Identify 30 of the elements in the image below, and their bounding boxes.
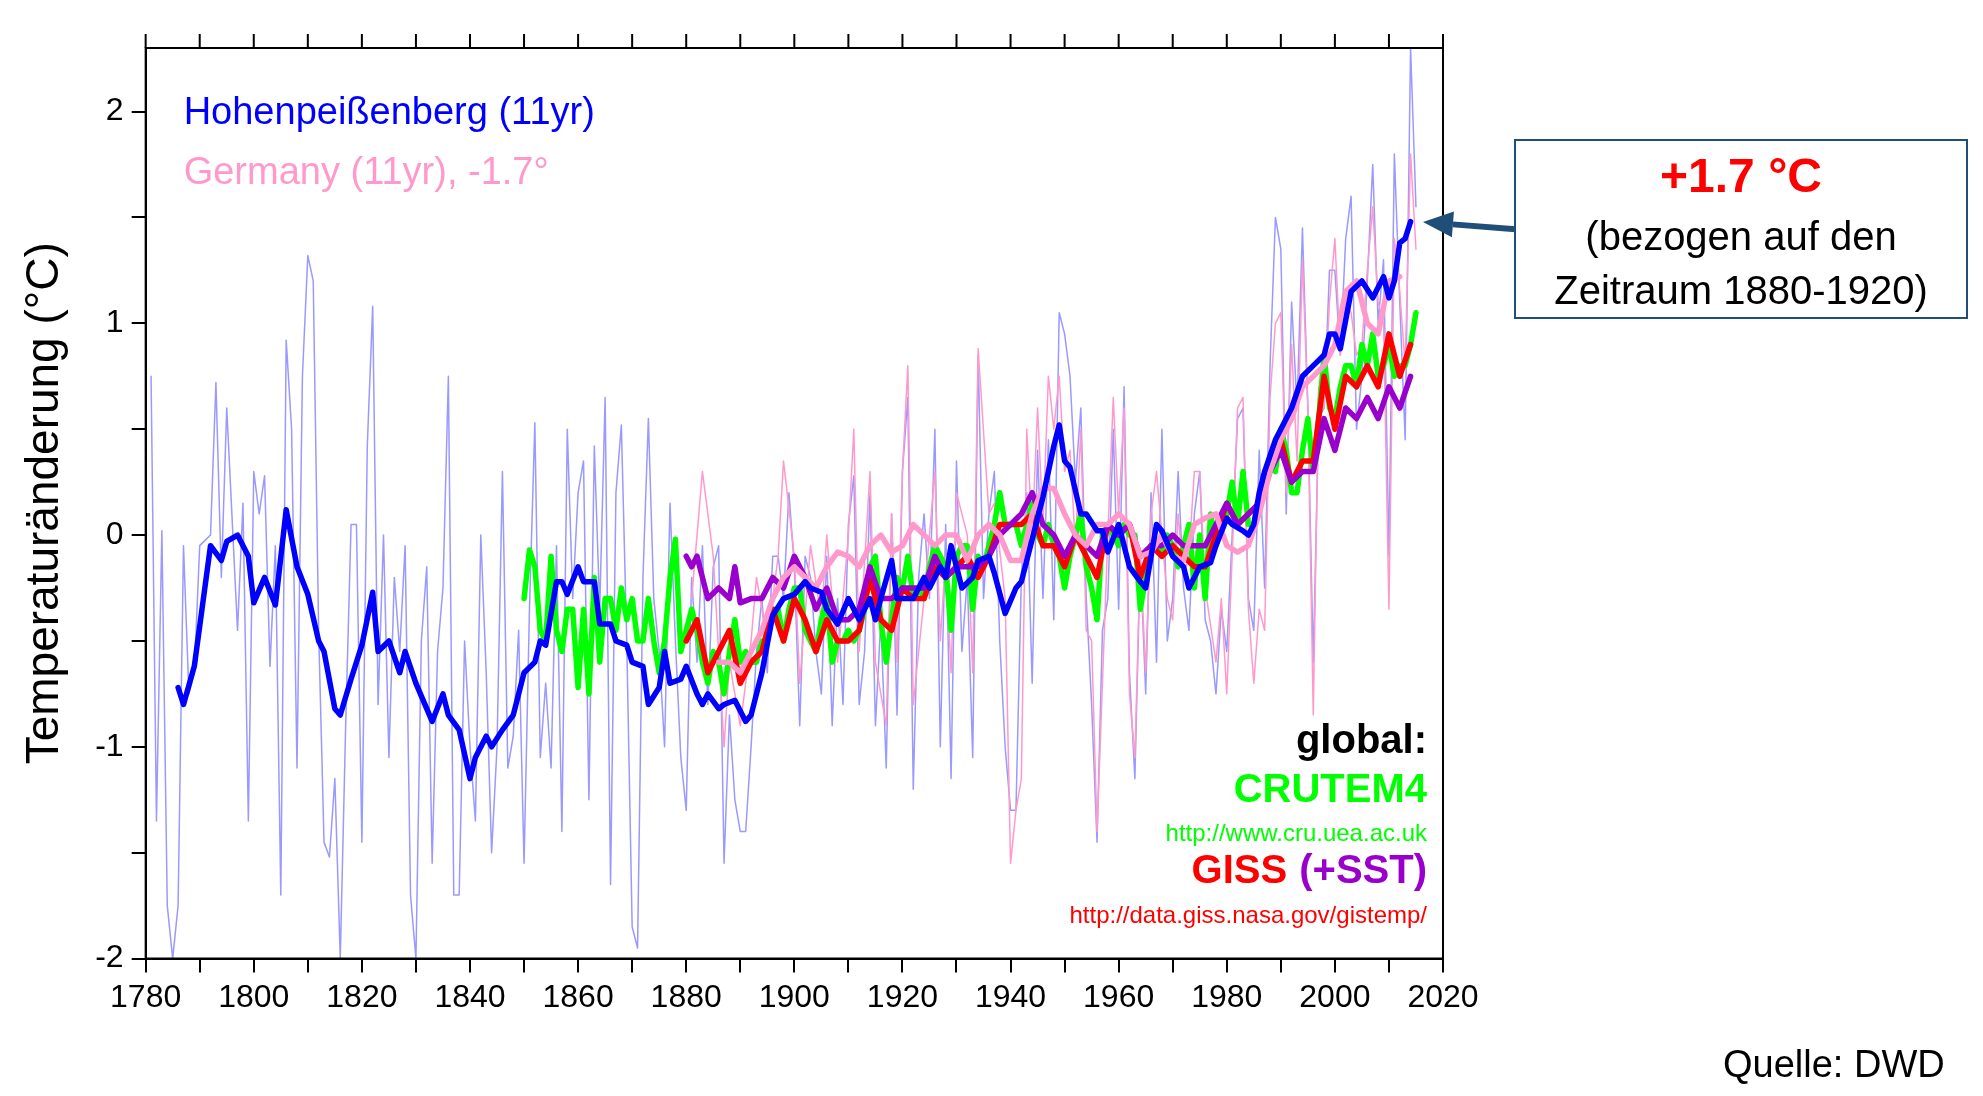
text: (bezogen auf den Zeitraum 1880-1920) (1554, 214, 1928, 312)
x-tick-label: 2000 (1299, 977, 1371, 1014)
y-tick-label: 0 (105, 514, 124, 551)
x-tick-label: 1920 (866, 977, 939, 1014)
x-tick-label: 1800 (218, 977, 290, 1014)
annotation: http://data.giss.nasa.gov/gistemp/ (1069, 900, 1428, 928)
x-tick-label: 2020 (1407, 977, 1479, 1014)
x-tick-label: 1960 (1083, 977, 1155, 1014)
x-tick-label: 1840 (434, 977, 506, 1014)
annotation: global: (1295, 716, 1427, 761)
text: (+SST) (1299, 846, 1427, 891)
x-tick-label: 1940 (974, 977, 1047, 1014)
x-tick-label: 1820 (326, 977, 398, 1014)
text: Hohenpeißenberg (11yr) (183, 90, 595, 132)
y-tick-label: -2 (95, 938, 124, 975)
y-tick-label: 1 (105, 303, 124, 340)
text: GISS (1191, 846, 1288, 891)
source-note: Quelle: DWD (1723, 1043, 1945, 1085)
annotation: http://www.cru.uea.ac.uk (1165, 818, 1428, 846)
x-tick-label: 1900 (758, 977, 830, 1014)
x-tick-label: 1980 (1191, 977, 1263, 1014)
x-tick-label: 1780 (110, 977, 182, 1014)
x-tick-label: 1880 (650, 977, 722, 1014)
y-tick-label: -1 (95, 726, 124, 763)
y-tick-label: 2 (105, 91, 124, 128)
text: +1.7 °C (1660, 149, 1822, 202)
x-tick-label: 1860 (542, 977, 614, 1014)
text: CRUTEM4 (1233, 765, 1428, 810)
text: Germany (11yr), -1.7° (183, 150, 549, 192)
y-axis-title: Temperaturänderung (°C) (16, 242, 69, 765)
